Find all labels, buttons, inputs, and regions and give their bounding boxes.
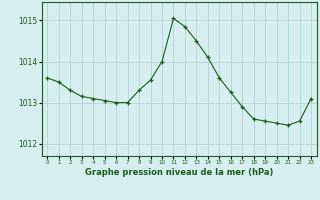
X-axis label: Graphe pression niveau de la mer (hPa): Graphe pression niveau de la mer (hPa) <box>85 168 273 177</box>
